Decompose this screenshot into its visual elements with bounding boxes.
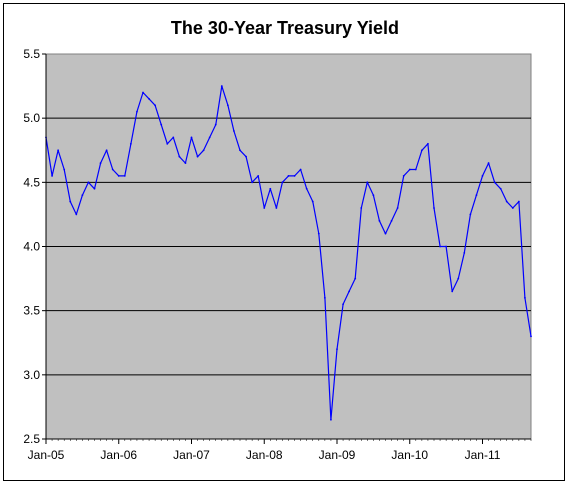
- data-point: [245, 155, 247, 158]
- data-point: [463, 252, 466, 254]
- x-tick-label: Jan-07: [173, 448, 210, 462]
- y-tick-label: 3.5: [23, 304, 40, 318]
- data-point: [433, 207, 435, 209]
- data-point: [99, 162, 102, 164]
- data-point: [348, 290, 351, 293]
- data-point: [378, 219, 381, 222]
- data-point: [220, 85, 223, 87]
- x-tick-label: Jan-11: [465, 448, 501, 462]
- data-point: [63, 168, 66, 171]
- data-point: [372, 194, 375, 197]
- x-tick-label: Jan-06: [100, 448, 137, 462]
- data-point: [75, 213, 78, 216]
- data-point: [208, 136, 211, 139]
- data-point: [93, 187, 96, 190]
- data-point: [439, 245, 441, 248]
- data-point: [105, 149, 108, 152]
- data-point: [481, 175, 484, 177]
- data-point: [142, 91, 144, 94]
- axes: 2.5 3.0 3.5 4.0 4.5 5.0 5.5 Jan-05 Jan-06 Jan-07 J…: [23, 47, 532, 462]
- data-point: [233, 130, 235, 132]
- data-point: [390, 219, 393, 222]
- y-tick-label: 2.5: [23, 432, 40, 446]
- data-point: [160, 123, 163, 126]
- data-point: [117, 175, 120, 177]
- data-point: [530, 335, 532, 338]
- data-point: [487, 162, 490, 164]
- y-tick-label: 4.5: [23, 175, 40, 189]
- data-point: [311, 200, 314, 203]
- data-point: [427, 142, 429, 145]
- data-point: [226, 104, 229, 107]
- data-point: [190, 136, 193, 139]
- data-point: [408, 168, 411, 171]
- data-point: [524, 296, 526, 299]
- series-layer: [45, 85, 532, 421]
- data-point: [299, 168, 302, 171]
- data-point: [269, 187, 272, 190]
- chart-title: The 30-Year Treasury Yield: [170, 18, 400, 38]
- data-point: [257, 175, 260, 177]
- data-point: [493, 181, 496, 184]
- data-point: [111, 168, 114, 171]
- data-point: [57, 149, 60, 152]
- y-tick-label: 3.0: [23, 368, 40, 382]
- data-point: [172, 136, 175, 139]
- data-point: [136, 110, 138, 113]
- data-point: [445, 245, 448, 248]
- data-point: [511, 207, 514, 209]
- data-point: [81, 194, 84, 197]
- data-point: [469, 213, 472, 216]
- data-point: [414, 168, 417, 171]
- data-point: [239, 149, 241, 152]
- data-point: [420, 149, 423, 152]
- y-tick-label: 5.0: [23, 111, 40, 125]
- data-point: [330, 418, 332, 421]
- data-point: [336, 348, 338, 351]
- data-point: [178, 155, 181, 158]
- data-point: [323, 296, 326, 299]
- data-point: [166, 142, 169, 145]
- data-point: [499, 187, 502, 190]
- data-point: [184, 162, 187, 164]
- data-point: [129, 142, 132, 145]
- data-point: [305, 187, 308, 190]
- data-point: [396, 207, 399, 209]
- y-tick-label: 5.5: [23, 47, 40, 61]
- x-tick-label: Jan-10: [391, 448, 428, 462]
- data-point: [366, 181, 369, 184]
- data-point: [287, 175, 290, 177]
- data-point: [354, 277, 357, 280]
- data-point: [69, 200, 72, 203]
- data-point: [202, 149, 205, 152]
- data-point: [517, 200, 520, 203]
- data-point: [123, 175, 126, 177]
- data-point: [360, 207, 363, 209]
- data-point: [342, 303, 344, 306]
- data-point: [87, 181, 90, 184]
- data-point: [148, 98, 150, 100]
- data-point: [317, 232, 320, 235]
- data-point: [293, 175, 296, 177]
- gridlines: [46, 117, 531, 376]
- x-tick-label: Jan-09: [319, 448, 356, 462]
- data-point: [457, 277, 460, 280]
- y-tick-label: 4.0: [23, 240, 40, 254]
- data-point: [402, 175, 405, 177]
- x-tick-label: Jan-05: [28, 448, 65, 462]
- data-point: [275, 207, 278, 209]
- x-tick-label: Jan-08: [246, 448, 283, 462]
- data-point: [263, 207, 266, 209]
- data-point: [281, 181, 284, 184]
- data-point: [384, 232, 387, 235]
- data-point: [451, 290, 454, 293]
- data-point: [154, 104, 157, 107]
- data-point: [214, 123, 217, 126]
- data-point: [505, 200, 508, 203]
- data-point: [251, 181, 254, 184]
- data-point: [475, 194, 478, 197]
- data-point: [51, 175, 53, 177]
- data-point: [196, 155, 199, 158]
